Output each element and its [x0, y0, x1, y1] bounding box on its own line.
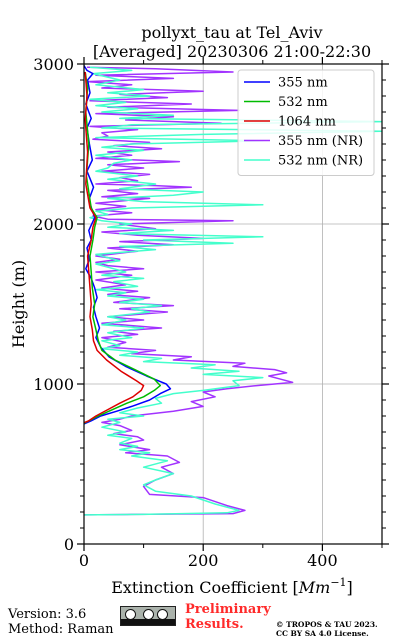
series-line-3 — [84, 66, 294, 516]
version-text: Version: 3.6 — [8, 607, 87, 622]
x-axis-label-unit: Mm — [298, 578, 331, 597]
axis-ticks: 0 200 400 0 1000 2000 3000 — [33, 55, 389, 570]
preliminary-notice: Preliminary Results. — [185, 602, 271, 632]
copyright-line-2: CC BY SA 4.0 License. — [276, 629, 369, 638]
series-layer — [84, 65, 382, 516]
x-tick-label-2: 400 — [307, 551, 338, 570]
legend-label-1: 532 nm — [278, 95, 328, 110]
legend-label-4: 532 nm (NR) — [278, 154, 363, 169]
chart-title: pollyxt_tau at Tel_Aviv — [141, 23, 322, 42]
series-line-4 — [84, 66, 382, 516]
x-tick-label-0: 0 — [79, 551, 89, 570]
legend-label-3: 355 nm (NR) — [278, 134, 363, 149]
cc-by-sa-icon — [120, 606, 176, 626]
chart-subtitle: [Averaged] 20230306 21:00-22:30 — [93, 42, 371, 61]
legend-label-2: 1064 nm — [278, 115, 336, 130]
series-line-2 — [84, 71, 145, 424]
preliminary-line-2: Results. — [185, 617, 244, 632]
y-tick-label-2: 2000 — [33, 215, 74, 234]
y-tick-label-1: 1000 — [33, 375, 74, 394]
x-axis-label-close: ] — [347, 578, 353, 597]
cc-badge-strip — [121, 619, 175, 625]
legend-box — [237, 69, 375, 176]
x-tick-label-1: 200 — [188, 551, 219, 570]
series-line-1 — [84, 71, 162, 424]
lidar-chart: 0 200 400 0 1000 2000 3000 pollyxt_tau at Tel_… — [9, 23, 389, 597]
method-text: Method: Raman — [8, 622, 114, 637]
legend: 355 nm 532 nm 1064 nm 355 nm (NR) 532 nm (NR… — [237, 69, 375, 176]
x-axis-label-exponent: −1 — [330, 576, 346, 589]
preliminary-line-1: Preliminary — [185, 602, 271, 617]
y-axis-label: Height (m) — [9, 260, 28, 348]
y-tick-label-3: 3000 — [33, 55, 74, 74]
copyright-notice: © TROPOS & TAU 2023. CC BY SA 4.0 Licens… — [276, 620, 378, 638]
x-axis-label-text: Extinction Coefficient [ — [111, 578, 299, 597]
legend-label-0: 355 nm — [278, 76, 328, 91]
x-axis-label: Extinction Coefficient [Mm−1] — [111, 576, 353, 597]
copyright-line-1: © TROPOS & TAU 2023. — [276, 620, 378, 629]
y-tick-label-0: 0 — [64, 535, 74, 554]
